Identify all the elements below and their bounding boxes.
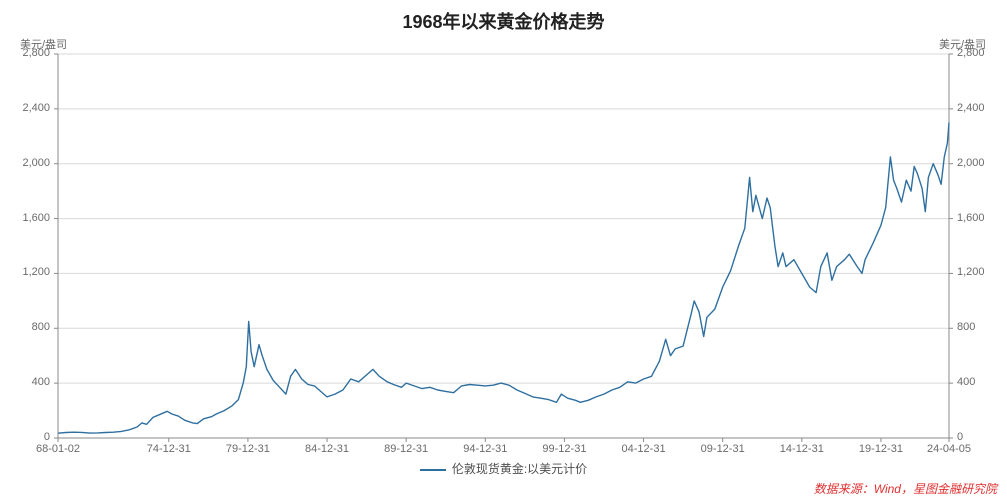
- chart-title: 1968年以来黄金价格走势: [0, 8, 1007, 34]
- y-tick-right: 800: [957, 321, 975, 333]
- x-tick: 74-12-31: [147, 443, 191, 455]
- y-tick-right: 2,000: [957, 157, 985, 169]
- x-tick: 89-12-31: [384, 443, 428, 455]
- y-tick-left: 1,200: [0, 266, 50, 278]
- y-tick-left: 0: [0, 431, 50, 443]
- y-tick-right: 2,400: [957, 102, 985, 114]
- x-tick: 79-12-31: [226, 443, 270, 455]
- y-tick-right: 1,200: [957, 266, 985, 278]
- y-tick-left: 1,600: [0, 212, 50, 224]
- y-tick-left: 2,400: [0, 102, 50, 114]
- x-tick: 04-12-31: [622, 443, 666, 455]
- plot-area: [58, 54, 949, 438]
- y-tick-right: 400: [957, 376, 975, 388]
- x-tick: 14-12-31: [780, 443, 824, 455]
- y-tick-left: 2,000: [0, 157, 50, 169]
- source-note: 数据来源：Wind，星图金融研究院: [814, 480, 997, 497]
- y-tick-right: 1,600: [957, 212, 985, 224]
- x-tick: 09-12-31: [701, 443, 745, 455]
- x-tick: 19-12-31: [859, 443, 903, 455]
- y-tick-left: 800: [0, 321, 50, 333]
- chart-container: 1968年以来黄金价格走势 美元/盎司 美元/盎司 伦敦现货黄金:以美元计价 数…: [0, 0, 1007, 500]
- x-tick: 99-12-31: [542, 443, 586, 455]
- y-tick-right: 0: [957, 431, 963, 443]
- legend-label: 伦敦现货黄金:以美元计价: [452, 462, 587, 476]
- legend: 伦敦现货黄金:以美元计价: [0, 460, 1007, 477]
- x-tick: 68-01-02: [36, 443, 80, 455]
- y-tick-left: 400: [0, 376, 50, 388]
- y-tick-left: 2,800: [0, 47, 50, 59]
- legend-swatch: [420, 469, 446, 471]
- x-tick: 94-12-31: [463, 443, 507, 455]
- x-tick: 24-04-05: [927, 443, 971, 455]
- y-tick-right: 2,800: [957, 47, 985, 59]
- x-tick: 84-12-31: [305, 443, 349, 455]
